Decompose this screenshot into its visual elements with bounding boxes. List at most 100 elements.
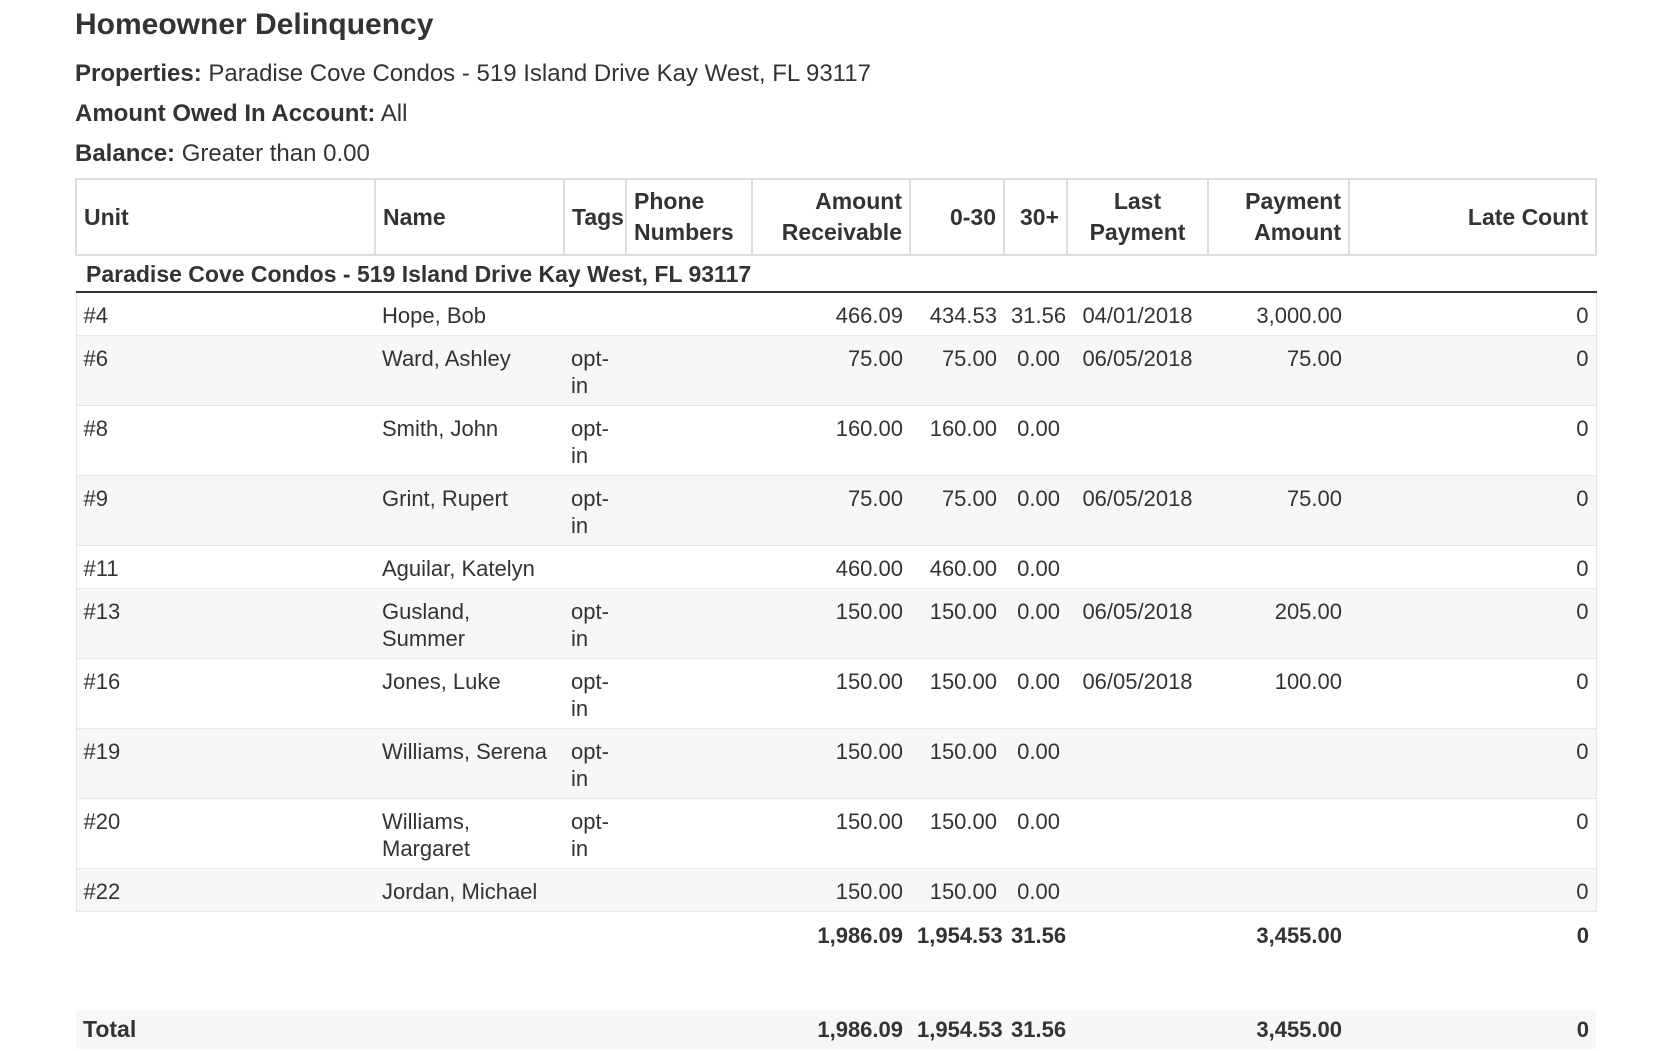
filter-label: Amount Owed In Account: — [75, 100, 376, 127]
table-row[interactable]: #22 Jordan, Michael 150.00 150.00 0.00 0 — [75, 868, 1597, 912]
cell-receivable: 466.09 — [752, 292, 910, 336]
total-receivable: 1,986.09 — [752, 1010, 910, 1049]
cell-payment-amount — [1208, 728, 1349, 799]
cell-receivable: 75.00 — [752, 475, 910, 546]
cell-receivable: 150.00 — [752, 658, 910, 729]
filter-value: Greater than 0.00 — [181, 140, 370, 167]
col-header-0-30[interactable]: 0-30 — [909, 178, 1005, 256]
cell-tags: opt-in — [564, 588, 626, 659]
report-title: Homeowner Delinquency — [75, 8, 434, 41]
cell-name: Hope, Bob — [375, 292, 564, 336]
cell-payment-amount: 205.00 — [1208, 588, 1349, 659]
cell-0-30: 150.00 — [910, 728, 1004, 799]
table-row[interactable]: #19 Williams, Serena opt-in 150.00 150.0… — [75, 728, 1597, 799]
cell-payment-amount: 100.00 — [1208, 658, 1349, 729]
total-0-30: 1,954.53 — [910, 1010, 1004, 1049]
cell-receivable: 150.00 — [752, 588, 910, 659]
table-row[interactable]: #8 Smith, John opt-in 160.00 160.00 0.00… — [75, 405, 1597, 476]
cell-0-30: 150.00 — [910, 588, 1004, 659]
cell-last-payment: 06/05/2018 — [1067, 475, 1208, 546]
cell-payment-amount — [1208, 545, 1349, 589]
cell-tags: opt-in — [564, 798, 626, 869]
cell-unit: #6 — [75, 335, 375, 406]
cell-phone — [626, 728, 752, 799]
col-header-phone[interactable]: Phone Numbers — [625, 178, 753, 256]
col-header-payment-amount[interactable]: Payment Amount — [1207, 178, 1350, 256]
cell-late-count: 0 — [1349, 292, 1597, 336]
cell-unit: #8 — [75, 405, 375, 476]
cell-unit: #13 — [75, 588, 375, 659]
cell-phone — [626, 588, 752, 659]
table-row[interactable]: #20 Williams, Margaret opt-in 150.00 150… — [75, 798, 1597, 869]
table-row[interactable]: #16 Jones, Luke opt-in 150.00 150.00 0.0… — [75, 658, 1597, 729]
col-header-late-count[interactable]: Late Count — [1348, 178, 1597, 256]
cell-name: Grint, Rupert — [375, 475, 564, 546]
table-row[interactable]: #11 Aguilar, Katelyn 460.00 460.00 0.00 … — [75, 545, 1597, 589]
cell-last-payment: 06/05/2018 — [1067, 588, 1208, 659]
cell-receivable: 160.00 — [752, 405, 910, 476]
total-late-count: 0 — [1349, 1010, 1596, 1049]
filter-value: Paradise Cove Condos - 519 Island Drive … — [208, 60, 871, 87]
subtotal-0-30: 1,954.53 — [917, 923, 1003, 948]
cell-0-30: 150.00 — [910, 798, 1004, 869]
delinquency-table: Unit Name Tags Phone Numbers Amount Rece… — [75, 178, 1597, 1049]
cell-0-30: 150.00 — [910, 658, 1004, 729]
table-row[interactable]: #6 Ward, Ashley opt-in 75.00 75.00 0.00 … — [75, 335, 1597, 406]
subtotal-late-count: 0 — [1576, 923, 1589, 948]
delinquency-report: Homeowner Delinquency Properties: Paradi… — [75, 0, 1597, 1049]
cell-name: Ward, Ashley — [375, 335, 564, 406]
cell-late-count: 0 — [1349, 475, 1597, 546]
cell-0-30: 160.00 — [910, 405, 1004, 476]
cell-phone — [626, 868, 752, 912]
cell-receivable: 75.00 — [752, 335, 910, 406]
total-30-plus: 31.56 — [1004, 1010, 1067, 1049]
cell-receivable: 150.00 — [752, 868, 910, 912]
col-header-last-payment[interactable]: Last Payment — [1066, 178, 1209, 256]
total-payment-amount: 3,455.00 — [1208, 1010, 1349, 1049]
cell-30-plus: 0.00 — [1004, 798, 1067, 869]
cell-30-plus: 0.00 — [1004, 588, 1067, 659]
cell-name: Jordan, Michael — [375, 868, 564, 912]
col-header-unit[interactable]: Unit — [75, 178, 376, 256]
cell-tags: opt-in — [564, 658, 626, 729]
cell-unit: #19 — [75, 728, 375, 799]
table-row[interactable]: #4 Hope, Bob 466.09 434.53 31.56 04/01/2… — [75, 292, 1597, 336]
cell-tags — [564, 545, 626, 589]
cell-payment-amount: 3,000.00 — [1208, 292, 1349, 336]
cell-name: Williams, Serena — [375, 728, 564, 799]
cell-phone — [626, 658, 752, 729]
cell-last-payment: 04/01/2018 — [1067, 292, 1208, 336]
subtotal-row: 1,986.09 1,954.53 31.56 3,455.00 0 — [76, 912, 1596, 953]
cell-name: Jones, Luke — [375, 658, 564, 729]
filter-label: Properties: — [75, 60, 202, 87]
filter-properties: Properties: Paradise Cove Condos - 519 I… — [75, 54, 1595, 94]
cell-name: Aguilar, Katelyn — [375, 545, 564, 589]
total-row: Total 1,986.09 1,954.53 31.56 3,455.00 0 — [76, 1010, 1596, 1049]
col-header-receivable[interactable]: Amount Receivable — [751, 178, 911, 256]
subtotal-30-plus: 31.56 — [1011, 923, 1067, 948]
col-header-name[interactable]: Name — [374, 178, 565, 256]
cell-late-count: 0 — [1349, 798, 1597, 869]
filter-amount-owed: Amount Owed In Account: All — [75, 94, 1595, 134]
col-header-30-plus[interactable]: 30+ — [1003, 178, 1068, 256]
filter-label: Balance: — [75, 140, 176, 167]
cell-last-payment: 06/05/2018 — [1067, 335, 1208, 406]
cell-30-plus: 0.00 — [1004, 475, 1067, 546]
cell-0-30: 434.53 — [910, 292, 1004, 336]
table-row[interactable]: #13 Gusland, Summer opt-in 150.00 150.00… — [75, 588, 1597, 659]
cell-30-plus: 0.00 — [1004, 545, 1067, 589]
cell-0-30: 460.00 — [910, 545, 1004, 589]
col-header-tags[interactable]: Tags — [563, 178, 627, 256]
group-row: Paradise Cove Condos - 519 Island Drive … — [76, 255, 1596, 293]
table-row[interactable]: #9 Grint, Rupert opt-in 75.00 75.00 0.00… — [75, 475, 1597, 546]
filter-balance: Balance: Greater than 0.00 — [75, 134, 1595, 174]
cell-tags — [564, 868, 626, 912]
cell-last-payment: 06/05/2018 — [1067, 658, 1208, 729]
cell-0-30: 75.00 — [910, 475, 1004, 546]
cell-late-count: 0 — [1349, 405, 1597, 476]
cell-phone — [626, 545, 752, 589]
cell-30-plus: 0.00 — [1004, 405, 1067, 476]
cell-unit: #20 — [75, 798, 375, 869]
cell-unit: #22 — [75, 868, 375, 912]
cell-0-30: 75.00 — [910, 335, 1004, 406]
